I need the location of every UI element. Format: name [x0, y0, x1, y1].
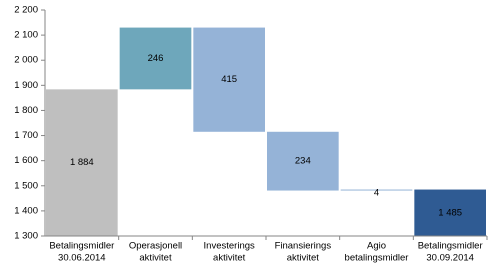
bar — [267, 131, 339, 191]
x-tick-label: 30.09.2014 — [426, 253, 474, 264]
y-tick-label: 2 100 — [14, 30, 38, 41]
y-tick-label: 1 700 — [14, 130, 38, 141]
y-tick-label: 1 500 — [14, 180, 38, 191]
y-tick-label: 1 300 — [14, 231, 38, 242]
x-tick-label: Investerings — [204, 241, 255, 252]
x-tick-label: 30.06.2014 — [58, 253, 106, 264]
bar — [340, 189, 413, 191]
value-label: 246 — [148, 53, 164, 64]
value-label: 234 — [295, 156, 311, 167]
value-label: 1 884 — [70, 157, 94, 168]
bar — [119, 27, 192, 90]
x-tick-label: aktivitet — [287, 253, 320, 264]
x-tick-label: Finansierings — [275, 241, 332, 252]
bar — [193, 27, 265, 132]
y-tick-label: 1 900 — [14, 80, 38, 91]
value-label: 1 485 — [438, 207, 462, 218]
y-tick-label: 2 200 — [14, 5, 38, 16]
x-tick-label: Operasjonell — [129, 241, 182, 252]
x-tick-label: Agio — [367, 241, 386, 252]
x-tick-label: aktivitet — [139, 253, 172, 264]
x-tick-label: betalingsmidler — [345, 253, 409, 264]
bar — [46, 89, 118, 237]
y-tick-label: 2 000 — [14, 55, 38, 66]
x-tick-label: Betalingsmidler — [49, 241, 114, 252]
x-tick-label: aktivitet — [213, 253, 246, 264]
bar — [414, 189, 486, 236]
y-tick-label: 1 400 — [14, 205, 38, 216]
x-tick-label: Betalingsmidler — [418, 241, 483, 252]
value-label: 4 — [374, 188, 379, 199]
value-label: 415 — [221, 74, 237, 85]
y-tick-label: 1 800 — [14, 105, 38, 116]
y-tick-label: 1 600 — [14, 155, 38, 166]
